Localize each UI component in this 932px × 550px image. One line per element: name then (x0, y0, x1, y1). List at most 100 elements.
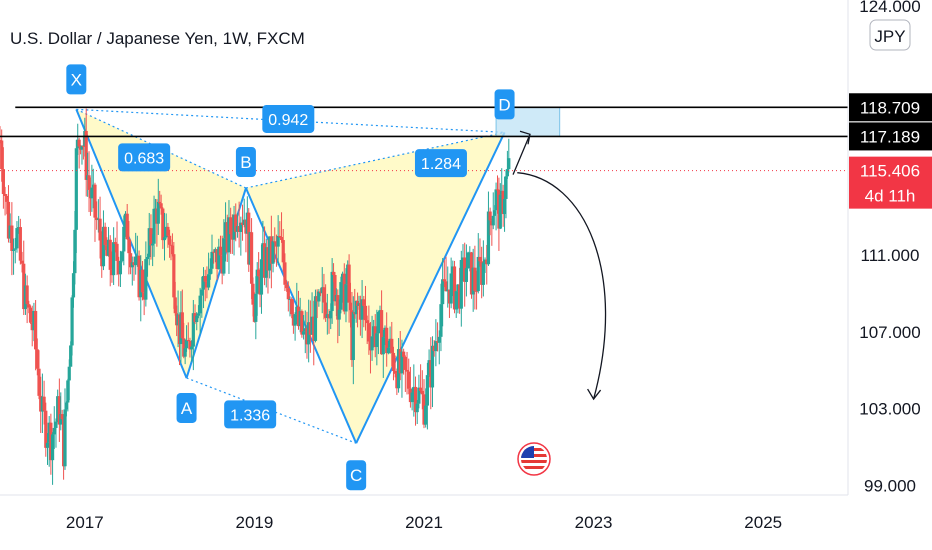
candle-body (468, 252, 472, 254)
candle-body (427, 360, 431, 376)
candle-body (93, 184, 97, 218)
candle-body (354, 301, 358, 315)
candle-body (410, 392, 414, 403)
candle-body (507, 158, 511, 170)
candle-body (483, 259, 487, 263)
candle-body (417, 387, 421, 404)
candle-body (182, 338, 186, 357)
candle-body (198, 295, 202, 314)
candle-body (44, 410, 48, 448)
candle-body (108, 239, 112, 270)
pattern-ratio-line-XB[interactable] (76, 108, 247, 189)
candle-body (296, 306, 301, 327)
candle-body (6, 201, 11, 239)
price-tag-countdown: 4d 11h (865, 187, 916, 206)
harmonic-pattern[interactable] (75, 108, 506, 444)
candle-body (196, 313, 201, 316)
currency-badge[interactable]: JPY (869, 19, 911, 51)
candle-body (278, 235, 282, 237)
ratio-label[interactable]: 1.284 (414, 149, 467, 178)
candle-body (485, 259, 489, 265)
candle-body (365, 320, 369, 324)
candle-body (166, 226, 170, 236)
candle-body (273, 241, 277, 243)
candle-body (169, 244, 173, 246)
candle-body (168, 235, 172, 245)
candle-body (288, 298, 292, 300)
candle-body (408, 388, 413, 403)
candle-body (358, 303, 362, 320)
pattern-leg-CD[interactable] (355, 131, 506, 444)
candle-body (40, 396, 44, 412)
pattern-point-a[interactable]: A (176, 392, 197, 423)
price-tags: 118.709 117.189 115.406 4d 11h (849, 93, 932, 209)
pattern-point-c[interactable]: C (346, 460, 367, 491)
pattern-point-x[interactable]: X (66, 64, 87, 95)
candle-body (201, 276, 206, 290)
ratio-label[interactable]: 1.336 (224, 400, 277, 429)
candle-body (504, 176, 508, 199)
candle-body (22, 263, 26, 310)
price-axis[interactable]: 124.000 111.000 107.000 103.000 99.000 (859, 0, 920, 495)
candle-body (396, 349, 401, 389)
candle-body (435, 341, 440, 343)
candle-body (464, 268, 468, 282)
candle-body (451, 266, 455, 274)
candle-body (459, 259, 463, 309)
candle-body (324, 302, 328, 318)
candle-body (491, 215, 495, 226)
candle-body (230, 234, 234, 240)
projection-down-curve[interactable] (517, 172, 607, 400)
candle-body (170, 245, 175, 255)
candle-body (5, 195, 9, 202)
candle-body (463, 257, 467, 282)
pattern-ratio-line-BD[interactable] (245, 131, 505, 189)
candle-body (342, 273, 346, 312)
candle-body (305, 328, 309, 345)
ratio-label[interactable]: 0.942 (262, 104, 315, 133)
us-flag-icon[interactable] (517, 442, 551, 476)
pattern-point-d[interactable]: D (494, 89, 515, 120)
candle-body (8, 225, 12, 239)
x-tick-label: 2023 (575, 513, 613, 532)
candle-body (205, 281, 209, 288)
point-label-text: X (71, 70, 82, 89)
pattern-point-b[interactable]: B (235, 147, 256, 178)
ratio-label[interactable]: 0.683 (118, 143, 171, 172)
candle-body (291, 314, 296, 326)
time-axis[interactable]: 2017 2019 2021 2023 2025 (66, 513, 782, 532)
candle-body (164, 226, 168, 238)
candle-body (122, 226, 126, 252)
pattern-leg-XA[interactable] (75, 108, 188, 379)
candle-body (403, 356, 407, 370)
projection-up-arrow[interactable] (512, 130, 531, 175)
candle-body (32, 310, 36, 331)
candle-body (300, 311, 304, 335)
candle-body (156, 201, 160, 224)
candle-body (59, 414, 63, 425)
candle-body (42, 396, 46, 411)
candle-body (317, 291, 321, 302)
candle-body (142, 292, 146, 300)
candle-body (274, 241, 279, 247)
candle-body (135, 255, 139, 257)
candle-body (87, 175, 91, 190)
pattern-ratio-line-XD[interactable] (76, 108, 505, 133)
candle-body (212, 251, 216, 253)
price-tag-box (849, 122, 932, 151)
point-label-box (66, 64, 87, 95)
candle-body (37, 368, 41, 396)
candle-body (337, 309, 341, 320)
candle-body (386, 347, 390, 354)
candle-body (312, 316, 316, 341)
pattern-overlay[interactable]: X A B C D 0.683 1.284 0.942 1.336 (66, 64, 607, 491)
candle-body (91, 184, 95, 188)
candle-body (71, 273, 76, 298)
price-tag-box (849, 156, 932, 209)
candle-body (113, 242, 117, 244)
candle-body (137, 255, 141, 298)
candle-body (290, 298, 294, 315)
candle-body (415, 403, 419, 413)
price-tag-box (849, 93, 932, 122)
